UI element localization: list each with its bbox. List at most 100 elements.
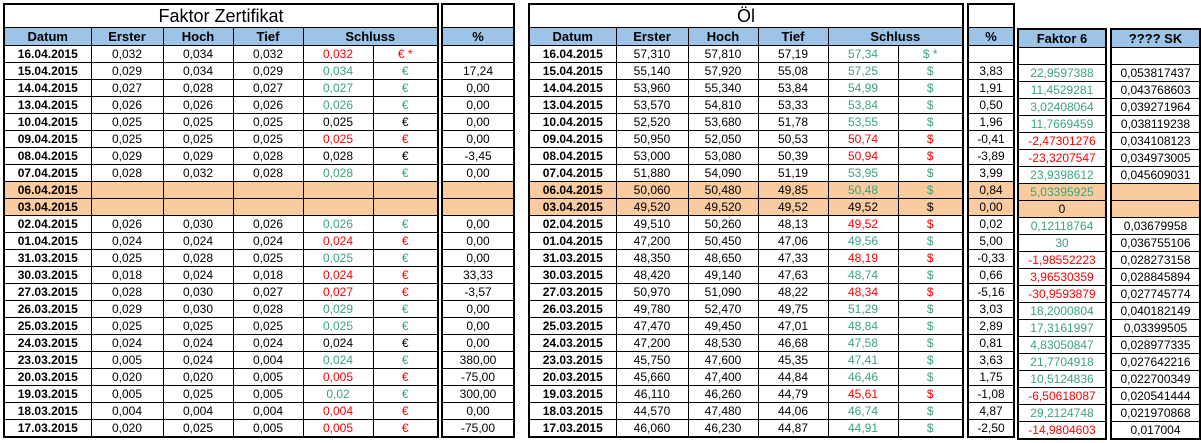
schluss-cell[interactable]: 0,024 [302, 232, 374, 250]
currency-cell[interactable]: $ [897, 130, 964, 148]
schluss-cell[interactable]: 0,005 [302, 419, 374, 438]
schluss-cell[interactable]: 0,026 [302, 96, 374, 114]
schluss-cell[interactable]: 0,025 [302, 317, 374, 335]
sk-cell[interactable]: 0,027745774 [1110, 285, 1201, 303]
sk-cell[interactable]: 0,045609031 [1110, 166, 1201, 184]
tief-cell[interactable]: 0,004 [232, 402, 304, 420]
date-cell[interactable]: 23.03.2015 [3, 351, 92, 369]
schluss-cell[interactable]: 0,025 [302, 113, 374, 131]
erster-cell[interactable]: 0,025 [90, 317, 164, 335]
date-cell[interactable]: 16.04.2015 [3, 45, 92, 63]
faktor6-cell[interactable]: -23,3207547 [1017, 149, 1107, 167]
currency-cell[interactable]: € [372, 283, 439, 301]
sk-cell[interactable] [1110, 200, 1201, 218]
percent-cell[interactable]: 0,66 [967, 266, 1015, 284]
schluss-cell[interactable]: 48,84 [827, 317, 899, 335]
date-cell[interactable]: 25.03.2015 [528, 317, 617, 335]
tief-cell[interactable]: 0,026 [232, 215, 304, 233]
date-cell[interactable]: 24.03.2015 [528, 334, 617, 352]
tief-cell[interactable]: 0,027 [232, 79, 304, 97]
percent-cell[interactable]: 0,00 [441, 334, 515, 352]
hoch-cell[interactable]: 47,480 [687, 402, 759, 420]
erster-cell[interactable]: 53,000 [615, 147, 689, 165]
faktor6-cell[interactable]: 30 [1017, 234, 1107, 252]
hoch-cell[interactable]: 0,030 [162, 283, 234, 301]
schluss-cell[interactable]: 51,29 [827, 300, 899, 318]
hoch-cell[interactable]: 0,032 [162, 164, 234, 182]
tief-cell[interactable]: 0,029 [232, 62, 304, 80]
date-cell[interactable]: 14.04.2015 [528, 79, 617, 97]
date-cell[interactable]: 01.04.2015 [3, 232, 92, 250]
right-header-tief[interactable]: Tief [757, 27, 829, 46]
schluss-cell[interactable]: 0,025 [302, 130, 374, 148]
percent-cell[interactable]: 0,81 [967, 334, 1015, 352]
tief-cell[interactable]: 49,85 [757, 181, 829, 199]
sk-cell[interactable]: 0,022700349 [1110, 370, 1201, 388]
erster-cell[interactable]: 50,950 [615, 130, 689, 148]
date-cell[interactable]: 25.03.2015 [3, 317, 92, 335]
hoch-cell[interactable]: 0,025 [162, 385, 234, 403]
currency-cell[interactable]: € [372, 385, 439, 403]
schluss-cell[interactable]: 0,032 [302, 45, 374, 63]
erster-cell[interactable]: 51,880 [615, 164, 689, 182]
erster-cell[interactable]: 44,570 [615, 402, 689, 420]
tief-cell[interactable]: 49,52 [757, 198, 829, 216]
faktor6-cell[interactable]: 10,5124836 [1017, 370, 1107, 388]
faktor6-cell[interactable]: 18,2000804 [1017, 302, 1107, 320]
sk-cell[interactable]: 0,028977335 [1110, 336, 1201, 354]
tief-cell[interactable]: 0,028 [232, 164, 304, 182]
date-cell[interactable]: 30.03.2015 [528, 266, 617, 284]
percent-cell[interactable]: 1,91 [967, 79, 1015, 97]
hoch-cell[interactable]: 53,080 [687, 147, 759, 165]
tief-cell[interactable]: 44,87 [757, 419, 829, 438]
erster-cell[interactable]: 0,005 [90, 385, 164, 403]
percent-cell[interactable]: -5,16 [967, 283, 1015, 301]
right-header-erster[interactable]: Erster [615, 27, 689, 46]
date-cell[interactable]: 27.03.2015 [528, 283, 617, 301]
hoch-cell[interactable]: 0,025 [162, 419, 234, 438]
percent-cell[interactable]: 33,33 [441, 266, 515, 284]
tief-cell[interactable]: 48,22 [757, 283, 829, 301]
schluss-cell[interactable]: 0,027 [302, 79, 374, 97]
currency-cell[interactable]: € [372, 419, 439, 438]
percent-cell[interactable]: 0,50 [967, 96, 1015, 114]
date-cell[interactable]: 10.04.2015 [528, 113, 617, 131]
faktor6-cell[interactable]: -14,9804603 [1017, 421, 1107, 440]
currency-cell[interactable]: € [372, 402, 439, 420]
schluss-cell[interactable]: 0,028 [302, 164, 374, 182]
date-cell[interactable]: 18.03.2015 [528, 402, 617, 420]
erster-cell[interactable]: 0,020 [90, 368, 164, 386]
percent-cell[interactable] [441, 181, 515, 199]
percent-cell[interactable]: 300,00 [441, 385, 515, 403]
currency-cell[interactable]: € [372, 266, 439, 284]
date-cell[interactable]: 30.03.2015 [3, 266, 92, 284]
tief-cell[interactable]: 51,19 [757, 164, 829, 182]
date-cell[interactable]: 17.03.2015 [528, 419, 617, 438]
left-header-tief[interactable]: Tief [232, 27, 304, 46]
hoch-cell[interactable]: 57,920 [687, 62, 759, 80]
hoch-cell[interactable]: 0,024 [162, 351, 234, 369]
date-cell[interactable]: 26.03.2015 [528, 300, 617, 318]
percent-cell[interactable]: -2,50 [967, 419, 1015, 438]
currency-cell[interactable]: € [372, 62, 439, 80]
hoch-cell[interactable]: 0,025 [162, 130, 234, 148]
schluss-cell[interactable]: 53,55 [827, 113, 899, 131]
sk-cell[interactable]: 0,039271964 [1110, 98, 1201, 116]
percent-cell[interactable] [967, 45, 1015, 63]
sk-header[interactable]: ???? SK [1110, 28, 1201, 48]
percent-cell[interactable]: 380,00 [441, 351, 515, 369]
percent-cell[interactable]: -75,00 [441, 368, 515, 386]
hoch-cell[interactable]: 48,530 [687, 334, 759, 352]
erster-cell[interactable] [90, 181, 164, 199]
hoch-cell[interactable]: 50,260 [687, 215, 759, 233]
hoch-cell[interactable] [162, 181, 234, 199]
tief-cell[interactable]: 53,84 [757, 79, 829, 97]
tief-cell[interactable] [232, 198, 304, 216]
erster-cell[interactable]: 45,660 [615, 368, 689, 386]
schluss-cell[interactable]: 0,024 [302, 266, 374, 284]
currency-cell[interactable]: $ [897, 215, 964, 233]
schluss-cell[interactable]: 49,56 [827, 232, 899, 250]
currency-cell[interactable]: $ [897, 249, 964, 267]
currency-cell[interactable]: € * [372, 45, 439, 63]
schluss-cell[interactable]: 47,58 [827, 334, 899, 352]
